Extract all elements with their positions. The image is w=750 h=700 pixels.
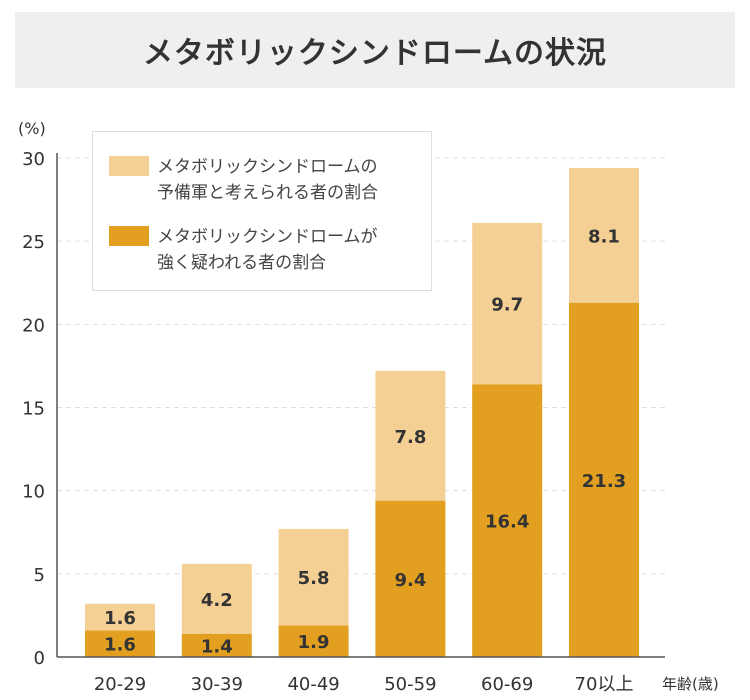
bar-segment xyxy=(472,384,543,657)
data-label: 8.1 xyxy=(588,226,620,247)
x-tick-label: 50-59 xyxy=(384,674,436,695)
legend-swatch-reserve xyxy=(109,156,149,176)
x-axis-label: 年齢(歳) xyxy=(662,675,719,693)
legend-swatch-strong xyxy=(109,226,149,246)
bar-segment xyxy=(85,603,155,631)
bar-segment xyxy=(181,563,252,634)
x-tick-label: 30-39 xyxy=(191,674,243,695)
bar-segment xyxy=(569,167,639,303)
data-label: 9.7 xyxy=(491,295,523,316)
data-label: 1.6 xyxy=(104,635,136,656)
legend-label: 予備軍と考えられる者の割合 xyxy=(157,183,378,203)
data-label: 1.6 xyxy=(104,608,136,629)
y-tick-label: 0 xyxy=(34,648,45,669)
bar-segment xyxy=(472,222,543,385)
legend-label: メタボリックシンドロームが xyxy=(157,227,378,247)
y-tick-label: 25 xyxy=(22,232,45,253)
bar-segment xyxy=(375,500,446,657)
x-tick-label: 70以上 xyxy=(575,674,634,695)
legend-label: メタボリックシンドロームの xyxy=(157,157,378,177)
y-tick-label: 10 xyxy=(22,482,45,503)
y-tick-label: 20 xyxy=(22,315,45,336)
legend-item-reserve: メタボリックシンドロームの 予備軍と考えられる者の割合 xyxy=(109,154,417,206)
legend: メタボリックシンドロームの 予備軍と考えられる者の割合 メタボリックシンドロームが… xyxy=(92,131,432,291)
data-label: 16.4 xyxy=(485,512,529,533)
legend-label: 強く疑われる者の割合 xyxy=(157,253,327,273)
data-label: 21.3 xyxy=(582,471,626,492)
title-band: メタボリックシンドロームの状況 xyxy=(15,12,735,88)
data-label: 5.8 xyxy=(298,568,330,589)
y-tick-label: 15 xyxy=(22,399,45,420)
y-tick-label: 5 xyxy=(34,565,45,586)
bar-segment xyxy=(181,633,252,657)
bar-segment xyxy=(569,302,639,657)
data-label: 1.4 xyxy=(201,636,233,657)
bar-segment xyxy=(278,625,349,657)
bar-segment xyxy=(375,370,446,501)
y-axis-label: (%) xyxy=(18,119,46,138)
bar-segment xyxy=(85,630,155,657)
data-label: 9.4 xyxy=(394,570,426,591)
data-label: 7.8 xyxy=(394,427,426,448)
x-tick-label: 20-29 xyxy=(94,674,146,695)
data-label: 4.2 xyxy=(201,590,233,611)
data-label: 1.9 xyxy=(298,632,330,653)
bar-segment xyxy=(278,528,349,626)
chart-title: メタボリックシンドロームの状況 xyxy=(142,36,608,71)
x-tick-label: 60-69 xyxy=(481,674,533,695)
legend-item-strong: メタボリックシンドロームが 強く疑われる者の割合 xyxy=(109,224,417,276)
x-tick-label: 40-49 xyxy=(287,674,339,695)
y-tick-label: 30 xyxy=(22,149,45,170)
